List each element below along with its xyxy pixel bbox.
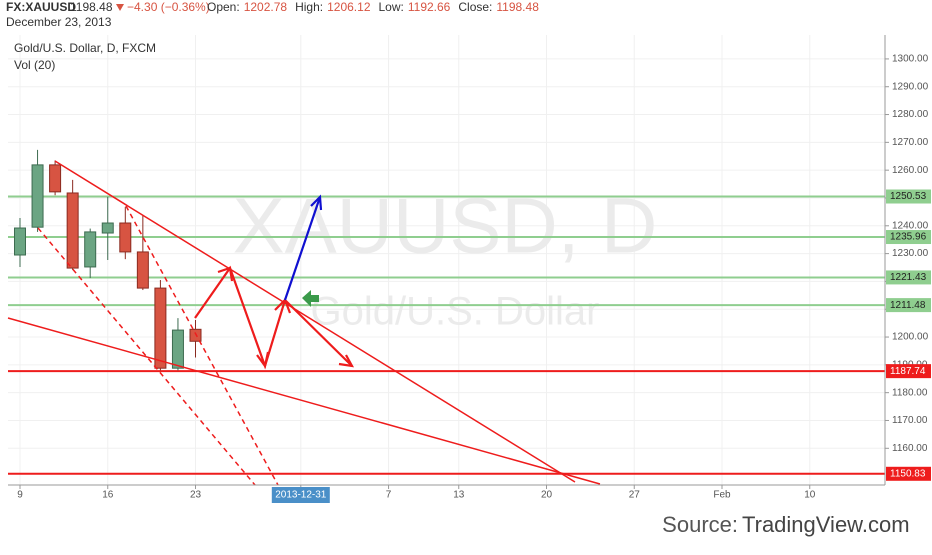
field-value: 1192.66 — [408, 0, 451, 14]
candle-body — [154, 287, 167, 369]
level-label-box — [886, 230, 931, 245]
arrow-head — [310, 194, 323, 211]
field-value: 1206.12 — [327, 0, 371, 14]
symbol: FX:XAUUSD — [6, 0, 76, 14]
arrow-head — [217, 266, 234, 282]
arrow-head — [256, 351, 270, 369]
level-label-box — [886, 364, 931, 379]
level-label: 1235.96 — [890, 232, 927, 243]
x-tick-label: 23 — [190, 490, 202, 501]
candle-body — [14, 227, 26, 256]
arrow-head — [338, 354, 355, 368]
candle-body — [84, 231, 97, 268]
x-tick-label: 27 — [629, 490, 641, 501]
field-value: 1198.48 — [496, 0, 539, 14]
candle-body — [49, 164, 62, 193]
candle-body — [171, 329, 184, 369]
levels — [8, 195, 885, 475]
last-price: 1198.48 — [70, 0, 113, 14]
x-tick-label: 16 — [102, 490, 114, 501]
level-label: 1211.48 — [890, 300, 926, 311]
candle-body — [66, 192, 79, 269]
field-label: High: — [295, 0, 323, 14]
level-label: 1187.74 — [890, 366, 926, 377]
x-tick-label: 2013-12-31 — [275, 490, 327, 501]
ohlc-header: Open: 1202.78 High: 1206.12 Low: 1192.66 Close… — [207, 0, 539, 14]
marker-arrow — [302, 290, 319, 307]
x-tick-label: 13 — [453, 490, 465, 501]
grid — [8, 35, 885, 485]
level-label: 1150.83 — [890, 468, 926, 479]
chart-title: Gold/U.S. Dollar, D, FXCM — [14, 41, 156, 55]
y-tick-label: 1260.00 — [892, 165, 929, 176]
candle-body — [119, 222, 132, 253]
y-tick-label: 1180.00 — [892, 387, 928, 398]
axis-labels: 1160.001170.001180.001190.001200.001210.… — [17, 54, 931, 503]
change: −4.30 (−0.36%) — [127, 0, 210, 14]
field-label: Close: — [458, 0, 492, 14]
date: December 23, 2013 — [6, 15, 112, 29]
level-label-box — [886, 189, 931, 204]
x-tick-label: 9 — [17, 490, 23, 501]
y-tick-label: 1230.00 — [892, 248, 929, 259]
trend-line — [7, 317, 601, 485]
y-tick-label: 1160.00 — [892, 443, 928, 454]
candle-body — [189, 328, 202, 342]
field-value: 1202.78 — [244, 0, 288, 14]
field-label: Open: — [207, 0, 240, 14]
source-prefix: Source: — [662, 512, 738, 537]
channel-line — [37, 227, 256, 486]
x-tick-label: 7 — [386, 490, 392, 501]
level-label-box — [886, 298, 931, 313]
y-tick-label: 1270.00 — [892, 137, 929, 148]
x-tick-label: 10 — [804, 490, 816, 501]
source-name: TradingView.com — [742, 512, 910, 537]
candles — [14, 149, 202, 371]
watermark: XAUUSD, D — [233, 182, 658, 270]
y-tick-label: 1290.00 — [892, 81, 929, 92]
y-tick-label: 1240.00 — [892, 220, 929, 231]
drawings — [7, 160, 601, 486]
level-label: 1250.53 — [890, 191, 927, 202]
trend-line — [54, 160, 576, 483]
subtitle: Vol (20) — [14, 58, 55, 72]
channel-line — [125, 205, 279, 486]
projection-path — [283, 196, 322, 301]
down-icon — [116, 4, 124, 11]
y-tick-label: 1200.00 — [892, 332, 929, 343]
y-tick-label: 1300.00 — [892, 54, 929, 65]
watermark: Gold/U.S. Dollar — [311, 290, 600, 334]
candle-body — [136, 251, 149, 289]
level-label-box — [886, 466, 931, 481]
x-tick-label: Feb — [713, 490, 731, 501]
crosshair-label-box — [271, 487, 330, 503]
y-tick-label: 1280.00 — [892, 109, 929, 120]
candle-body — [101, 222, 114, 234]
level-label: 1221.43 — [890, 272, 927, 283]
field-label: Low: — [379, 0, 404, 14]
y-tick-label: 1170.00 — [892, 415, 928, 426]
level-label-box — [886, 270, 931, 285]
x-tick-label: 20 — [541, 490, 553, 501]
candle-body — [31, 164, 44, 228]
